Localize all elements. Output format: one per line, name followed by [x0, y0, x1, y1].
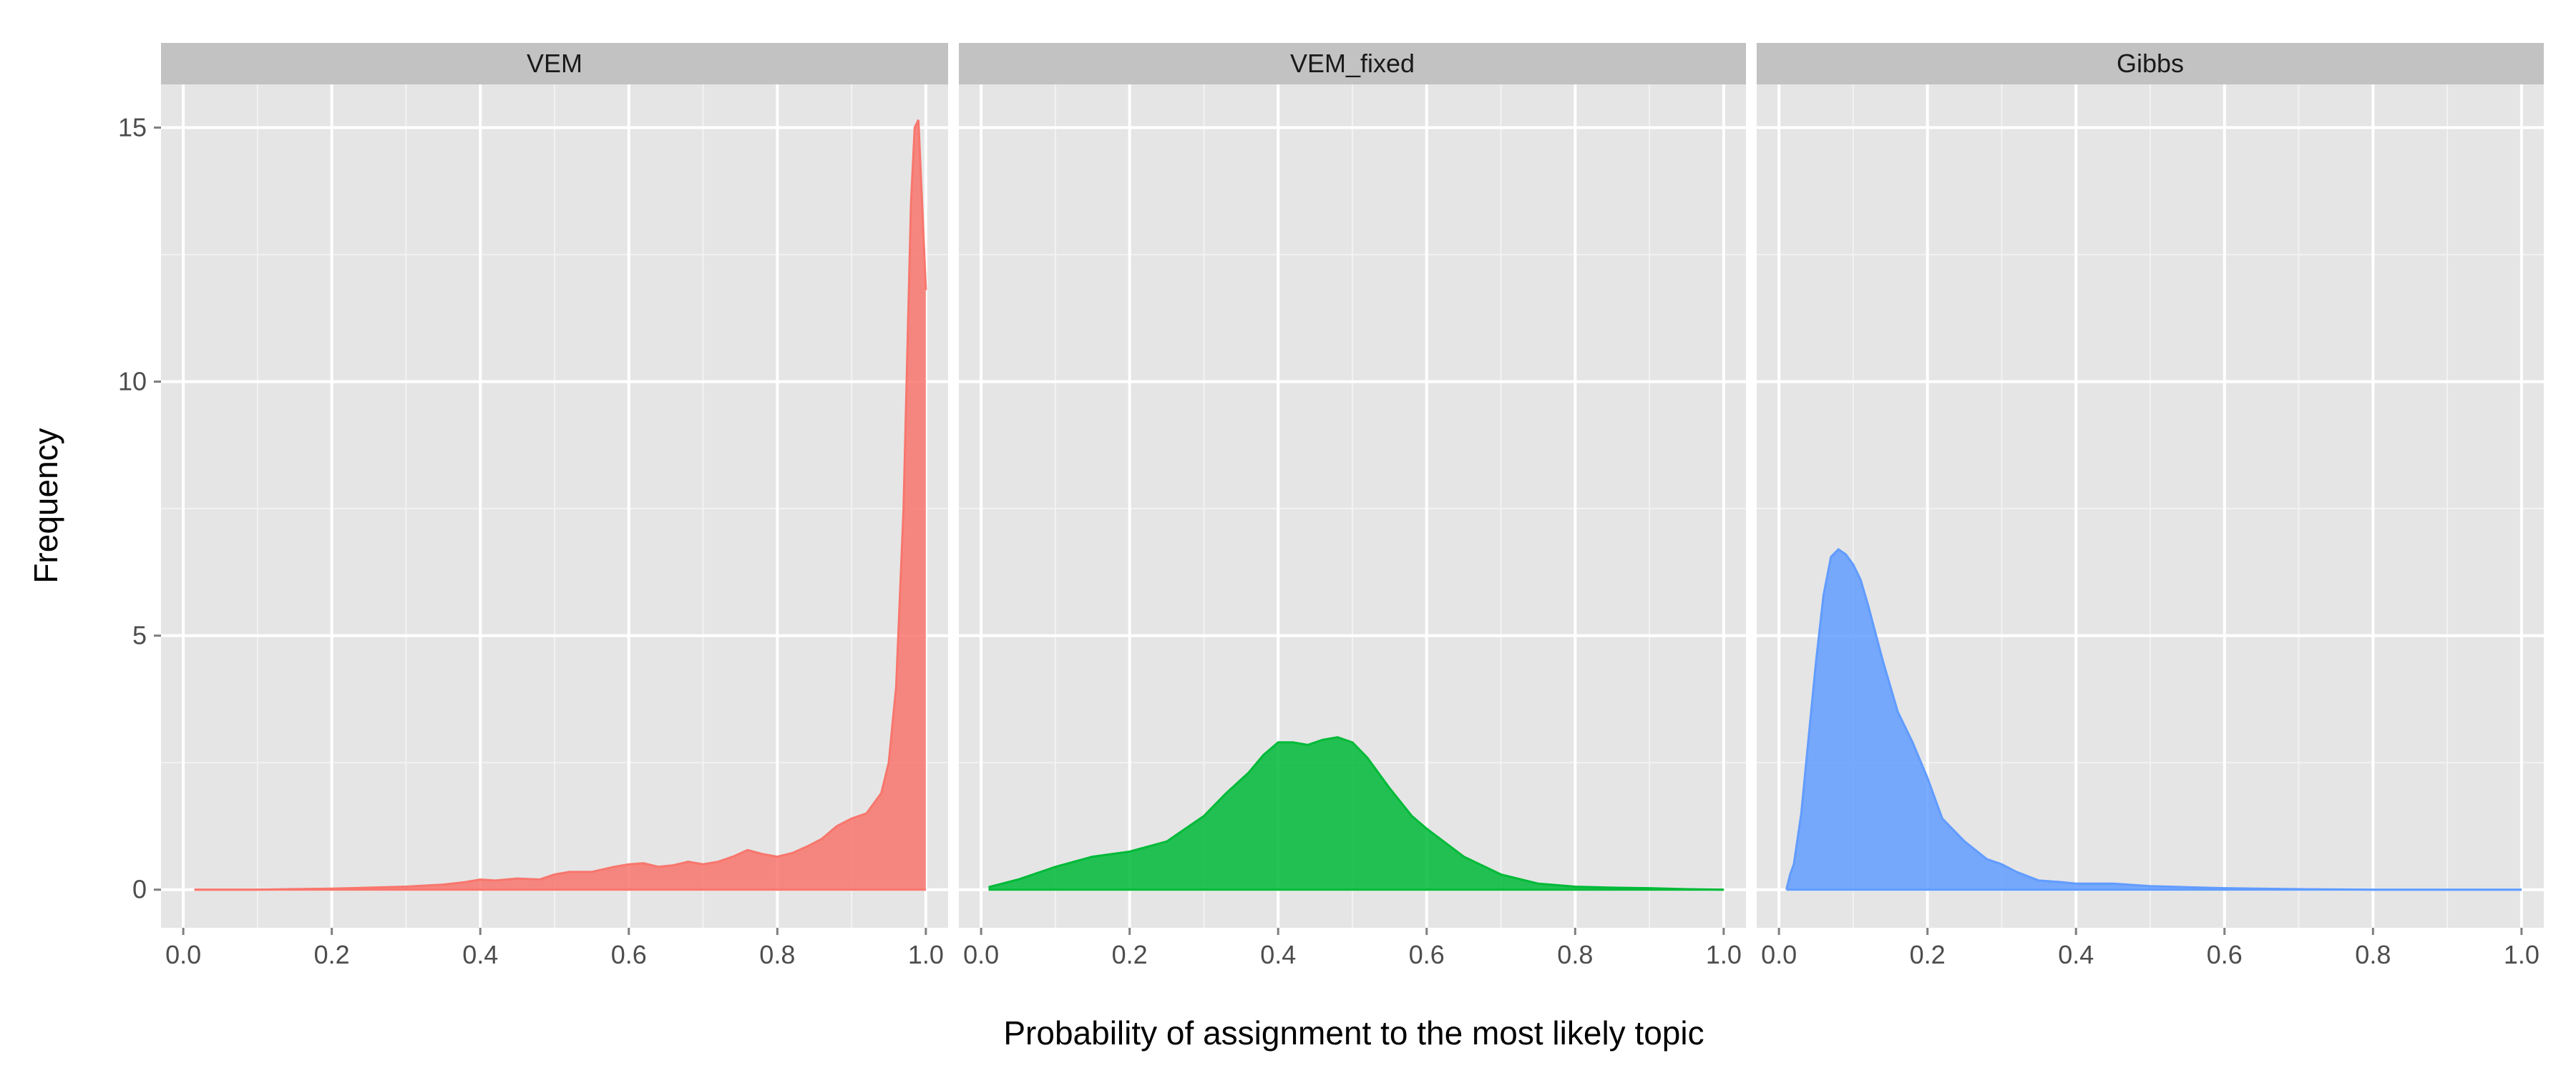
x-tick-label: 0.0 — [165, 940, 201, 969]
density-line-vem — [194, 119, 927, 891]
x-tick-label: 1.0 — [2504, 940, 2540, 969]
panel-vem-fixed: VEM_fixed 0.0 0.2 0.4 0.6 0.8 1.0 — [959, 43, 1746, 969]
x-tick-label: 0.4 — [462, 940, 498, 969]
density-line-gibbs — [1785, 547, 2522, 891]
x-tick-label: 0.6 — [2207, 940, 2243, 969]
y-tick-label: 5 — [132, 621, 147, 650]
x-tick-label: 0.2 — [1112, 940, 1148, 969]
panel-vem: VEM 0.0 0.2 0.4 0.6 0.8 1.0 0 5 10 15 — [118, 43, 948, 969]
x-tick-label: 0.8 — [2355, 940, 2391, 969]
x-tick-label: 0.0 — [1761, 940, 1797, 969]
x-tick-label: 0.4 — [1260, 940, 1296, 969]
facet-strip-label: VEM — [527, 49, 582, 78]
facet-strip-label: Gibbs — [2117, 49, 2184, 78]
x-tick-label: 0.8 — [759, 940, 795, 969]
y-tick-label: 10 — [118, 366, 147, 396]
panel-gibbs: Gibbs 0.0 0.2 0.4 0.6 0.8 1.0 — [1757, 43, 2544, 969]
x-tick-label: 0.4 — [2058, 940, 2094, 969]
y-tick-label: 15 — [118, 112, 147, 142]
facet-strip — [1757, 43, 2544, 84]
x-tick-label: 0.8 — [1557, 940, 1593, 969]
x-tick-label: 1.0 — [908, 940, 944, 969]
density-area-gibbs — [1786, 549, 2522, 890]
density-area-vem-fixed — [988, 737, 1724, 890]
x-tick-label: 0.2 — [314, 940, 350, 969]
x-tick-label: 0.0 — [963, 940, 999, 969]
x-tick-label: 0.6 — [1409, 940, 1445, 969]
x-axis-title: Probability of assignment to the most li… — [1003, 1014, 1704, 1052]
x-tick-label: 0.2 — [1910, 940, 1946, 969]
facet-strip — [959, 43, 1746, 84]
facet-strip-label: VEM_fixed — [1290, 49, 1415, 78]
x-tick-label: 1.0 — [1706, 940, 1742, 969]
facet-strip — [161, 43, 948, 84]
density-line-vem-fixed — [988, 736, 1724, 891]
panels-layer: VEM 0.0 0.2 0.4 0.6 0.8 1.0 0 5 10 15 VEM_fixed 0.0 0… — [118, 43, 2544, 969]
y-axis-title: Frequency — [27, 428, 64, 583]
y-tick-label: 0 — [132, 875, 147, 904]
x-tick-label: 0.6 — [611, 940, 647, 969]
